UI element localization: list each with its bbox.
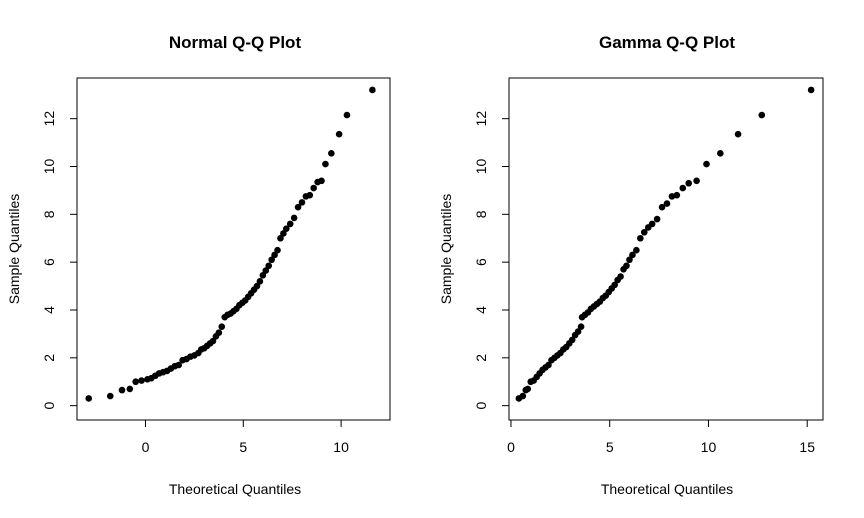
x-axis-label: Theoretical Quantiles bbox=[601, 481, 733, 497]
data-point bbox=[306, 191, 314, 199]
data-point bbox=[253, 282, 261, 290]
y-tick-label: 2 bbox=[473, 354, 489, 362]
data-point bbox=[577, 323, 585, 331]
plot-frame bbox=[508, 77, 824, 421]
data-point bbox=[693, 177, 700, 185]
y-tick-label: 0 bbox=[41, 402, 57, 410]
y-tick-label: 8 bbox=[41, 210, 57, 218]
data-point bbox=[290, 214, 298, 222]
data-point bbox=[623, 262, 630, 270]
y-tick-label: 0 bbox=[473, 402, 489, 410]
y-tick-label: 4 bbox=[41, 306, 57, 314]
y-tick-label: 8 bbox=[473, 210, 489, 218]
data-point bbox=[218, 323, 226, 331]
x-tick-label: 0 bbox=[142, 439, 150, 455]
normal-qq-panel: Normal Q-Q Plot 0 5 10 0 2 4 6 8 10 12 Theoretic… bbox=[6, 33, 391, 497]
data-point bbox=[328, 150, 335, 157]
data-point bbox=[807, 86, 815, 94]
data-point bbox=[658, 203, 666, 211]
data-point bbox=[280, 230, 287, 237]
data-point bbox=[318, 177, 325, 185]
y-tick-label: 6 bbox=[473, 258, 489, 266]
data-point bbox=[286, 220, 294, 228]
data-point bbox=[277, 234, 284, 242]
y-tick-label: 4 bbox=[473, 306, 489, 314]
data-point bbox=[640, 228, 648, 236]
data-point bbox=[685, 179, 693, 187]
data-point bbox=[545, 361, 552, 369]
data-point bbox=[703, 160, 710, 168]
data-point bbox=[343, 111, 351, 119]
data-point bbox=[256, 277, 264, 285]
y-tick-label: 10 bbox=[473, 158, 489, 174]
data-point bbox=[126, 385, 134, 393]
data-point bbox=[118, 386, 126, 394]
data-point bbox=[734, 130, 742, 138]
x-axis-label: Theoretical Quantiles bbox=[169, 481, 301, 497]
data-point bbox=[106, 392, 114, 400]
data-point bbox=[679, 184, 687, 192]
y-axis-label: Sample Quantiles bbox=[6, 194, 22, 305]
data-point bbox=[633, 246, 640, 254]
data-point bbox=[629, 251, 636, 259]
data-point bbox=[268, 256, 275, 264]
data-point bbox=[519, 392, 527, 400]
y-tick-label: 12 bbox=[41, 111, 57, 127]
data-point bbox=[617, 273, 624, 280]
data-point bbox=[524, 385, 532, 393]
data-point bbox=[294, 203, 302, 211]
x-tick-label: 10 bbox=[701, 439, 717, 455]
x-tick-label: 15 bbox=[799, 439, 815, 455]
data-point bbox=[335, 130, 343, 138]
data-point bbox=[265, 262, 273, 270]
data-point bbox=[653, 215, 661, 223]
data-point bbox=[637, 234, 644, 242]
data-point bbox=[85, 395, 93, 402]
x-tick-label: 5 bbox=[606, 439, 614, 455]
data-point bbox=[673, 191, 681, 199]
data-point bbox=[648, 220, 656, 228]
x-tick-label: 10 bbox=[333, 439, 349, 455]
data-point bbox=[626, 256, 633, 264]
data-point bbox=[663, 200, 671, 207]
chart-title: Normal Q-Q Plot bbox=[169, 33, 302, 52]
data-point bbox=[322, 160, 329, 168]
data-point bbox=[758, 111, 766, 119]
data-point bbox=[262, 267, 270, 274]
data-point bbox=[717, 150, 724, 157]
data-point bbox=[283, 225, 290, 232]
chart-title: Gamma Q-Q Plot bbox=[599, 33, 735, 52]
data-point bbox=[132, 378, 139, 386]
y-tick-label: 10 bbox=[41, 158, 57, 174]
y-tick-label: 12 bbox=[473, 111, 489, 127]
data-point bbox=[138, 377, 145, 384]
data-point bbox=[215, 329, 223, 337]
y-tick-label: 6 bbox=[41, 258, 57, 266]
data-point bbox=[310, 184, 318, 192]
data-point bbox=[611, 281, 618, 289]
data-point bbox=[259, 272, 267, 279]
data-point bbox=[175, 361, 183, 369]
x-tick-label: 0 bbox=[507, 439, 515, 455]
data-point bbox=[271, 251, 278, 259]
data-point bbox=[568, 336, 576, 344]
data-point bbox=[209, 337, 217, 345]
x-tick-label: 5 bbox=[239, 439, 247, 455]
y-tick-label: 2 bbox=[41, 354, 57, 362]
plot-frame bbox=[76, 77, 391, 421]
gamma-qq-panel: Gamma Q-Q Plot 0 5 10 15 0 2 4 6 8 10 12 Theoreti… bbox=[438, 33, 824, 497]
data-point bbox=[274, 246, 281, 254]
y-axis-label: Sample Quantiles bbox=[438, 194, 454, 305]
data-point bbox=[668, 193, 676, 200]
data-point bbox=[574, 328, 582, 335]
data-point bbox=[298, 199, 306, 206]
data-point bbox=[369, 86, 376, 94]
